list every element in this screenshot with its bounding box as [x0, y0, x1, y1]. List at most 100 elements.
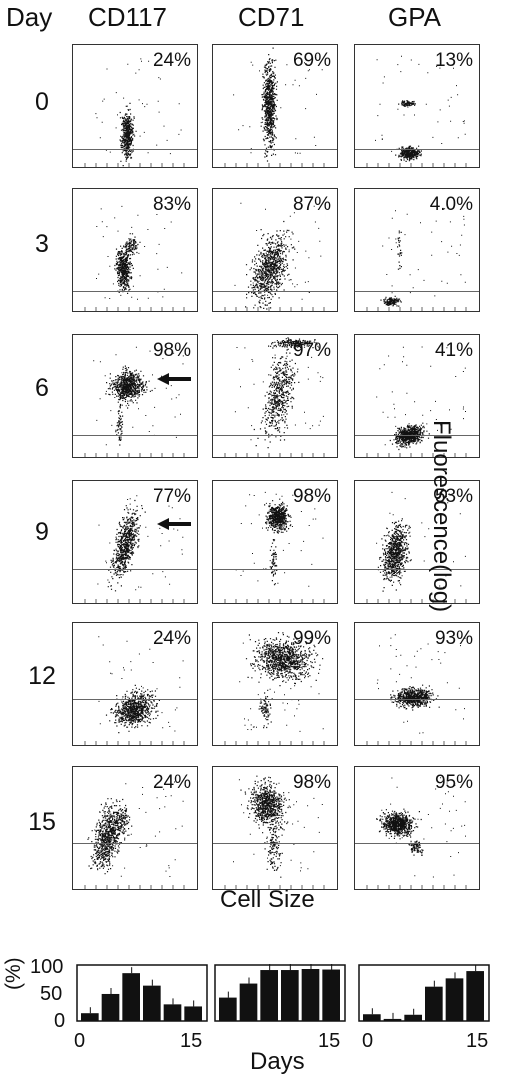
cell-events [234, 202, 322, 310]
cell-events [95, 58, 182, 167]
bar-chart-cd117 [76, 964, 208, 1022]
cell-events [376, 491, 466, 592]
scatter-dots [84, 346, 185, 457]
scatter-panel-day15-cd117: 24% [72, 766, 198, 890]
day-label-9: 9 [35, 518, 49, 546]
scatter-panel-day6-cd117: 98% [72, 334, 198, 458]
gate-line [213, 699, 337, 700]
scatter-panel-day0-cd71: 69% [212, 44, 338, 168]
bar-day-15 [184, 1006, 202, 1021]
percent-positive: 13% [434, 50, 473, 71]
gate-line [355, 435, 479, 436]
percent-positive: 41% [434, 340, 473, 361]
percent-positive: 69% [292, 50, 331, 71]
cell-events [97, 495, 184, 592]
scatter-panel-day9-cd71: 98% [212, 480, 338, 604]
gate-line [73, 699, 197, 700]
bar-day-0 [219, 997, 237, 1021]
bar2-x-tick-15: 15 [318, 1030, 341, 1052]
scatter-dots [84, 58, 185, 167]
scatter-panel-day0-cd117: 24% [72, 44, 198, 168]
scatter-dots [84, 205, 185, 311]
percent-positive: 99% [292, 628, 331, 649]
scatter-dots [224, 47, 325, 167]
gate-line [73, 149, 197, 150]
bar-day-12 [301, 969, 320, 1021]
gate-line [213, 843, 337, 844]
cell-events [376, 777, 466, 878]
percent-positive: 97% [292, 340, 331, 361]
arrow-icon [157, 518, 191, 530]
bar-day-9 [425, 986, 443, 1021]
scatter-dots [224, 775, 325, 889]
bar-day-0 [81, 1013, 99, 1021]
scatter-panel-day6-cd71: 97% [212, 334, 338, 458]
scatter-dots [224, 202, 325, 311]
gate-line [355, 569, 479, 570]
percent-positive: 24% [152, 628, 191, 649]
bar-day-3 [239, 983, 258, 1021]
bar-day-15 [322, 969, 340, 1021]
scatter-dots [84, 781, 185, 889]
bar-day-9 [143, 985, 161, 1021]
percent-positive: 98% [292, 486, 331, 507]
percent-positive: 53% [434, 486, 473, 507]
percent-positive: 4.0% [429, 194, 473, 215]
percent-positive: 87% [292, 194, 331, 215]
percent-positive: 93% [434, 628, 473, 649]
scatter-panel-day9-gpa: 53% [354, 480, 480, 604]
gate-line [355, 699, 479, 700]
scatter-dots [366, 491, 467, 603]
scatter-dots [366, 634, 467, 745]
bar-chart-frame [214, 964, 346, 1022]
bar-day-12 [163, 1004, 182, 1021]
y-axis-label: Fluorescence(log) [428, 420, 455, 613]
bar-chart-cd71 [214, 964, 346, 1022]
gate-line [213, 569, 337, 570]
gate-line [355, 149, 479, 150]
bar-day-3 [383, 1018, 402, 1021]
gate-line [73, 843, 197, 844]
scatter-dots [84, 495, 185, 603]
gate-line [355, 291, 479, 292]
gate-line [213, 291, 337, 292]
bar-day-6 [260, 970, 278, 1021]
scatter-panel-day12-gpa: 93% [354, 622, 480, 746]
bar-day-12 [445, 978, 464, 1021]
percent-positive: 98% [152, 340, 191, 361]
bar-day-9 [281, 970, 299, 1021]
cell-events [239, 632, 324, 732]
gate-line [213, 149, 337, 150]
gate-line [73, 569, 197, 570]
scatter-dots [366, 207, 467, 311]
cd117-header: CD117 [88, 2, 168, 32]
scatter-panel-day0-gpa: 13% [354, 44, 480, 168]
day-header: Day [6, 2, 53, 32]
scatter-panel-day12-cd71: 99% [212, 622, 338, 746]
gate-line [73, 291, 197, 292]
cell-events [87, 781, 184, 877]
scatter-panel-day15-cd71: 98% [212, 766, 338, 890]
scatter-dots [366, 55, 467, 167]
bar-day-6 [404, 1014, 422, 1021]
scatter-dots [84, 636, 185, 745]
cd71-header: CD71 [238, 2, 305, 32]
day-label-0: 0 [35, 88, 49, 116]
bar-y-tick-50: 50 [40, 983, 63, 1005]
percent-positive: 95% [434, 772, 473, 793]
cell-events [234, 337, 324, 449]
bar-day-6 [122, 973, 140, 1021]
scatter-dots [366, 346, 467, 457]
scatter-panel-day15-gpa: 95% [354, 766, 480, 890]
cell-events [235, 491, 324, 587]
cell-events [96, 205, 183, 300]
day-label-15: 15 [28, 808, 56, 836]
percent-positive: 83% [152, 194, 191, 215]
scatter-panel-day6-gpa: 41% [354, 334, 480, 458]
cell-events [380, 207, 466, 307]
gate-line [73, 435, 197, 436]
bar-day-3 [101, 993, 120, 1021]
scatter-dots [224, 337, 325, 457]
bar-y-axis-label: (%) [2, 957, 25, 990]
bar-x-tick-15: 15 [180, 1030, 203, 1052]
